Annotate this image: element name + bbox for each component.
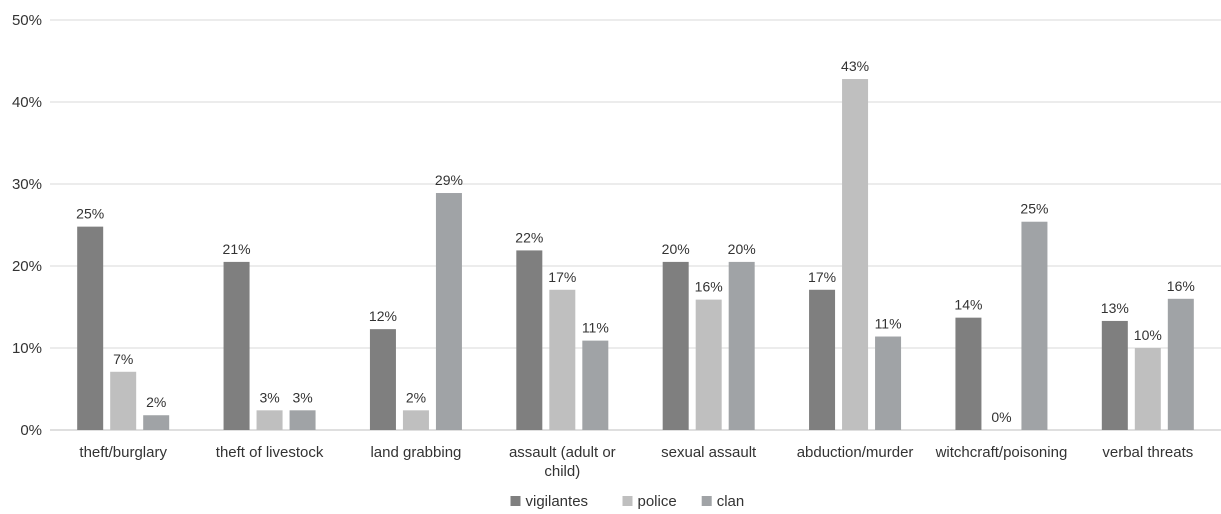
- bar-vigilantes: [516, 250, 543, 430]
- bar-clan: [1021, 221, 1048, 430]
- category-label: abduction/murder: [797, 444, 914, 461]
- bar-clan: [435, 193, 462, 430]
- bar-clan: [582, 340, 609, 430]
- bars: [77, 79, 1194, 430]
- data-label: 17%: [548, 269, 576, 285]
- bar-clan: [875, 336, 902, 430]
- bar-police: [110, 371, 137, 430]
- data-labels: 25% 7% 2% 21% 3% 3% 12% 2% 29% 22% 17% 11% 20% 16% 20%…: [76, 58, 1195, 425]
- data-label: 16%: [695, 279, 723, 295]
- data-label: 10%: [1134, 327, 1162, 343]
- data-label: 21%: [223, 241, 251, 257]
- legend-label-vigilantes: vigilantes: [526, 493, 589, 510]
- y-tick-label: 40%: [12, 94, 42, 111]
- category-label: witchcraft/poisoning: [935, 444, 1068, 461]
- bar-police: [842, 79, 869, 430]
- data-label: 14%: [954, 297, 982, 313]
- data-label: 13%: [1101, 300, 1129, 316]
- y-axis-ticks: 0% 10% 20% 30% 40% 50%: [12, 12, 42, 439]
- legend-label-clan: clan: [717, 493, 745, 510]
- bar-clan: [1167, 298, 1194, 430]
- data-label: 3%: [292, 389, 312, 405]
- bar-police: [256, 410, 283, 430]
- data-label: 29%: [435, 172, 463, 188]
- data-label: 22%: [515, 229, 543, 245]
- legend-swatch-clan: [701, 496, 712, 506]
- bar-clan: [728, 261, 755, 430]
- category-label: theft of livestock: [216, 444, 324, 461]
- data-label: 3%: [259, 389, 279, 405]
- category-label: land grabbing: [370, 444, 461, 461]
- bar-police: [402, 410, 429, 430]
- data-label: 16%: [1167, 278, 1195, 294]
- bar-vigilantes: [662, 261, 689, 430]
- bar-vigilantes: [369, 329, 396, 430]
- bar-clan: [143, 415, 170, 430]
- data-label: 20%: [662, 241, 690, 257]
- y-tick-label: 0%: [20, 422, 42, 439]
- data-label: 25%: [76, 206, 104, 222]
- bar-vigilantes: [77, 226, 104, 430]
- data-label: 11%: [875, 316, 902, 332]
- legend-label-police: police: [638, 493, 677, 510]
- bar-vigilantes: [1101, 320, 1128, 430]
- data-label: 2%: [146, 394, 166, 410]
- category-label: theft/burglary: [79, 444, 167, 461]
- legend-swatch-police: [622, 496, 633, 506]
- bar-police: [549, 289, 576, 430]
- y-tick-label: 30%: [12, 176, 42, 193]
- data-label: 2%: [406, 389, 426, 405]
- bar-vigilantes: [223, 261, 250, 430]
- legend-swatch-vigilantes: [510, 496, 521, 506]
- legend: vigilantes police clan: [510, 493, 745, 510]
- data-label: 7%: [113, 351, 133, 367]
- bar-police: [695, 299, 722, 430]
- x-axis-categories: theft/burglary theft of livestock land gra…: [79, 444, 1193, 480]
- y-tick-label: 10%: [12, 340, 42, 357]
- y-tick-label: 20%: [12, 258, 42, 275]
- data-label: 25%: [1020, 201, 1048, 217]
- data-label: 12%: [369, 308, 397, 324]
- bar-police: [1134, 348, 1161, 430]
- data-label: 20%: [728, 241, 756, 257]
- y-tick-label: 50%: [12, 12, 42, 29]
- category-label: sexual assault: [661, 444, 757, 461]
- bar-vigilantes: [955, 317, 982, 430]
- data-label: 11%: [582, 320, 609, 336]
- data-label: 17%: [808, 269, 836, 285]
- bar-clan: [289, 410, 316, 430]
- category-label: assault (adult or child): [509, 444, 616, 480]
- bar-vigilantes: [809, 289, 836, 430]
- data-label: 0%: [991, 409, 1011, 425]
- data-label: 43%: [841, 58, 869, 74]
- category-label: verbal threats: [1102, 444, 1193, 461]
